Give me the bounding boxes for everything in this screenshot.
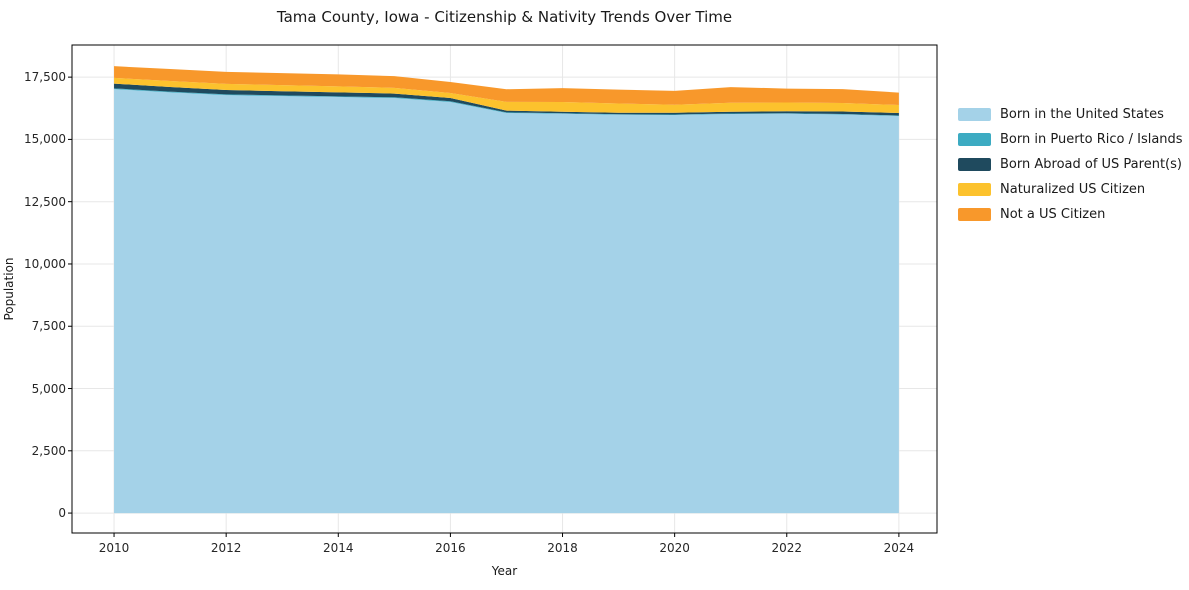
y-tick-label: 12,500	[24, 194, 66, 209]
x-tick-label: 2012	[210, 541, 242, 555]
legend-label: Naturalized US Citizen	[1000, 182, 1146, 197]
legend-item-born-in-puerto-rico-islands: Born in Puerto Rico / Islands	[958, 132, 1183, 147]
legend-swatch-icon	[958, 158, 991, 171]
x-tick-label: 2022	[771, 541, 803, 555]
y-tick-label: 15,000	[24, 132, 66, 147]
legend-item-born-abroad-of-us-parents: Born Abroad of US Parent(s)	[958, 157, 1183, 172]
y-axis-title: Population	[2, 257, 16, 321]
chart-title: Tama County, Iowa - Citizenship & Nativi…	[276, 8, 733, 26]
y-tick-label: 17,500	[24, 70, 66, 85]
area-born-abroad-of-us-parent-s	[114, 83, 899, 116]
legend-label: Born in the United States	[1000, 107, 1164, 122]
y-tick-label: 5,000	[31, 381, 66, 396]
area-not-a-us-citizen	[114, 66, 899, 106]
y-tick-label: 2,500	[31, 443, 66, 458]
legend-item-not-a-us-citizen: Not a US Citizen	[958, 207, 1183, 222]
legend: Born in the United States Born in Puerto…	[958, 107, 1183, 222]
area-born-in-the-united-states	[114, 89, 899, 514]
legend-label: Born Abroad of US Parent(s)	[1000, 157, 1182, 172]
legend-item-born-in-the-united-states: Born in the United States	[958, 107, 1183, 122]
x-tick-label: 2020	[659, 541, 690, 555]
legend-swatch-icon	[958, 108, 991, 121]
y-tick-label: 0	[58, 506, 66, 521]
area-naturalized-us-citizen	[114, 77, 899, 114]
x-tick-label: 2018	[547, 541, 578, 555]
y-tick-label: 7,500	[31, 319, 66, 334]
legend-swatch-icon	[958, 133, 991, 146]
x-tick-label: 2024	[883, 541, 915, 555]
legend-swatch-icon	[958, 183, 991, 196]
legend-label: Not a US Citizen	[1000, 207, 1106, 222]
x-tick-label: 2016	[435, 541, 466, 555]
x-axis-title: Year	[491, 564, 518, 578]
legend-label: Born in Puerto Rico / Islands	[1000, 132, 1183, 147]
x-tick-label: 2010	[98, 541, 130, 555]
legend-item-naturalized-us-citizen: Naturalized US Citizen	[958, 182, 1183, 197]
plot-border	[71, 44, 938, 534]
legend-swatch-icon	[958, 208, 991, 221]
y-tick-label: 10,000	[24, 256, 66, 271]
x-tick-label: 2014	[323, 541, 354, 555]
